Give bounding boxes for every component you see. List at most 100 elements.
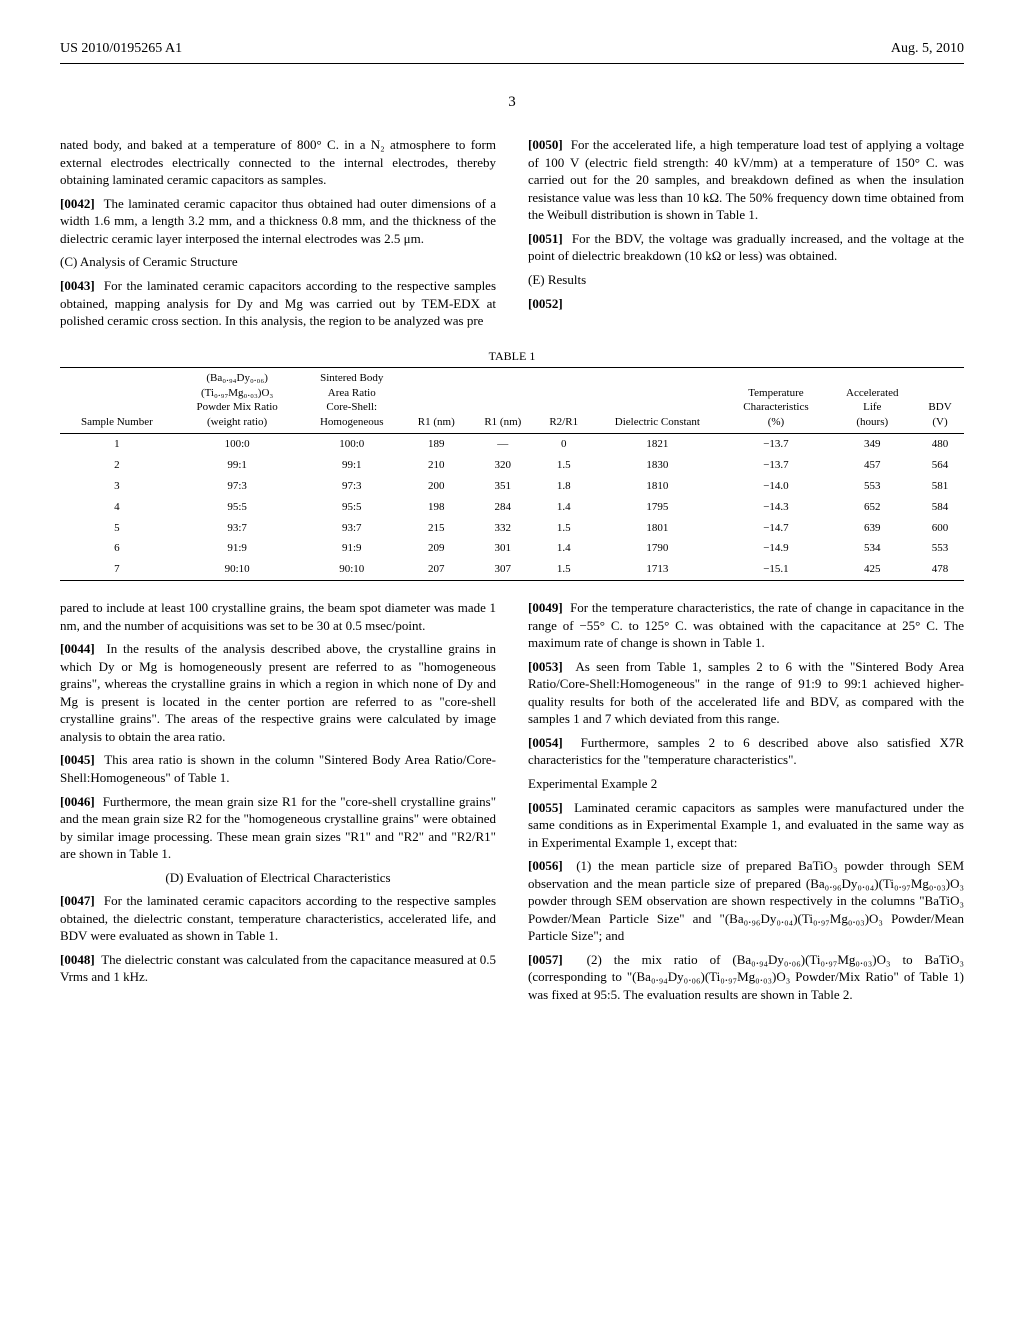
para-0047: [0047] For the laminated ceramic capacit… bbox=[60, 892, 496, 945]
para-num: [0049] bbox=[528, 600, 563, 615]
th-r1: R1 (nm) bbox=[403, 367, 470, 433]
subhead-c: (C) Analysis of Ceramic Structure bbox=[60, 253, 496, 271]
para-num: [0051] bbox=[528, 231, 563, 246]
subhead-e: (E) Results bbox=[528, 271, 964, 289]
subhead-ex2: Experimental Example 2 bbox=[528, 775, 964, 793]
table-cell: 425 bbox=[828, 559, 916, 580]
table-cell: 301 bbox=[470, 538, 537, 559]
para-num: [0048] bbox=[60, 952, 95, 967]
table-cell: 95:5 bbox=[300, 497, 403, 518]
table-cell: 93:7 bbox=[174, 518, 301, 539]
para-num: [0054] bbox=[528, 735, 563, 750]
table-cell: 351 bbox=[470, 476, 537, 497]
pub-number: US 2010/0195265 A1 bbox=[60, 40, 182, 59]
table-cell: 1 bbox=[60, 434, 174, 455]
table-cell: 0 bbox=[536, 434, 591, 455]
table-cell: 584 bbox=[916, 497, 964, 518]
table-cell: 320 bbox=[470, 455, 537, 476]
table-cell: 189 bbox=[403, 434, 470, 455]
para-0050: [0050] For the accelerated life, a high … bbox=[528, 136, 964, 224]
th-r2: R1 (nm) bbox=[470, 367, 537, 433]
para-0048: [0048] The dielectric constant was calcu… bbox=[60, 951, 496, 986]
para-num: [0045] bbox=[60, 752, 95, 767]
para-0049: [0049] For the temperature characteristi… bbox=[528, 599, 964, 652]
table-cell: −14.3 bbox=[723, 497, 828, 518]
pub-date: Aug. 5, 2010 bbox=[891, 40, 964, 59]
table-cell: 1.5 bbox=[536, 518, 591, 539]
table-cell: 1821 bbox=[591, 434, 723, 455]
table-cell: 6 bbox=[60, 538, 174, 559]
table-cell: −13.7 bbox=[723, 434, 828, 455]
table-row: 790:1090:102073071.51713−15.1425478 bbox=[60, 559, 964, 580]
para-num: [0047] bbox=[60, 893, 95, 908]
table-cell: 1.4 bbox=[536, 497, 591, 518]
table-cell: 93:7 bbox=[300, 518, 403, 539]
table-cell: 284 bbox=[470, 497, 537, 518]
table-cell: 480 bbox=[916, 434, 964, 455]
table-cell: 97:3 bbox=[174, 476, 301, 497]
table-cell: 100:0 bbox=[300, 434, 403, 455]
table-row: 691:991:92093011.41790−14.9534553 bbox=[60, 538, 964, 559]
table-cell: 215 bbox=[403, 518, 470, 539]
table-cell: 564 bbox=[916, 455, 964, 476]
para-0056: [0056] (1) the mean particle size of pre… bbox=[528, 857, 964, 945]
table-cell: 95:5 bbox=[174, 497, 301, 518]
table-cell: 97:3 bbox=[300, 476, 403, 497]
table-cell: 639 bbox=[828, 518, 916, 539]
table-cell: 307 bbox=[470, 559, 537, 580]
table-cell: 478 bbox=[916, 559, 964, 580]
table-cell: 1.4 bbox=[536, 538, 591, 559]
table-cell: 209 bbox=[403, 538, 470, 559]
th-diel: Dielectric Constant bbox=[591, 367, 723, 433]
table-cell: 553 bbox=[828, 476, 916, 497]
para-0044: [0044] In the results of the analysis de… bbox=[60, 640, 496, 745]
th-bdv: BDV (V) bbox=[916, 367, 964, 433]
table-cell: 534 bbox=[828, 538, 916, 559]
table-cell: 90:10 bbox=[300, 559, 403, 580]
para-num: [0043] bbox=[60, 278, 95, 293]
para-0051: [0051] For the BDV, the voltage was grad… bbox=[528, 230, 964, 265]
table-row: 1100:0100:0189—01821−13.7349480 bbox=[60, 434, 964, 455]
table-cell: 210 bbox=[403, 455, 470, 476]
table-cell: 652 bbox=[828, 497, 916, 518]
table-cell: 1.8 bbox=[536, 476, 591, 497]
para-num: [0050] bbox=[528, 137, 563, 152]
table-cell: 349 bbox=[828, 434, 916, 455]
table-1-wrap: TABLE 1 Sample Number (Ba₀.₉₄Dy₀.₀₆) (Ti… bbox=[60, 348, 964, 581]
page-header: US 2010/0195265 A1 Aug. 5, 2010 bbox=[60, 40, 964, 64]
table-row: 495:595:51982841.41795−14.3652584 bbox=[60, 497, 964, 518]
table-row: 299:199:12103201.51830−13.7457564 bbox=[60, 455, 964, 476]
table-cell: 207 bbox=[403, 559, 470, 580]
para-num: [0057] bbox=[528, 952, 563, 967]
table-cell: 1830 bbox=[591, 455, 723, 476]
table-cell: −14.7 bbox=[723, 518, 828, 539]
para-0054: [0054] Furthermore, samples 2 to 6 descr… bbox=[528, 734, 964, 769]
table-cell: 581 bbox=[916, 476, 964, 497]
para-0046: [0046] Furthermore, the mean grain size … bbox=[60, 793, 496, 863]
para-0043-cont: pared to include at least 100 crystallin… bbox=[60, 599, 496, 634]
table-row: 397:397:32003511.81810−14.0553581 bbox=[60, 476, 964, 497]
para-num: [0052] bbox=[528, 296, 563, 311]
table-cell: 91:9 bbox=[300, 538, 403, 559]
para-num: [0055] bbox=[528, 800, 563, 815]
table-cell: −14.0 bbox=[723, 476, 828, 497]
page-number: 3 bbox=[60, 92, 964, 112]
para-num: [0042] bbox=[60, 196, 95, 211]
table-cell: — bbox=[470, 434, 537, 455]
table-cell: 7 bbox=[60, 559, 174, 580]
table-cell: 5 bbox=[60, 518, 174, 539]
table-row: 593:793:72153321.51801−14.7639600 bbox=[60, 518, 964, 539]
th-sample: Sample Number bbox=[60, 367, 174, 433]
table-cell: 2 bbox=[60, 455, 174, 476]
table-cell: 457 bbox=[828, 455, 916, 476]
th-temp: Temperature Characteristics (%) bbox=[723, 367, 828, 433]
table-cell: −15.1 bbox=[723, 559, 828, 580]
para-0043: [0043] For the laminated ceramic capacit… bbox=[60, 277, 496, 330]
para-0055: [0055] Laminated ceramic capacitors as s… bbox=[528, 799, 964, 852]
para-0045: [0045] This area ratio is shown in the c… bbox=[60, 751, 496, 786]
table-cell: 1801 bbox=[591, 518, 723, 539]
para-num: [0044] bbox=[60, 641, 95, 656]
para-num: [0053] bbox=[528, 659, 563, 674]
upper-columns: nated body, and baked at a temperature o… bbox=[60, 136, 964, 329]
para-0057: [0057] (2) the mix ratio of (Ba₀.₉₄Dy₀.₀… bbox=[528, 951, 964, 1004]
